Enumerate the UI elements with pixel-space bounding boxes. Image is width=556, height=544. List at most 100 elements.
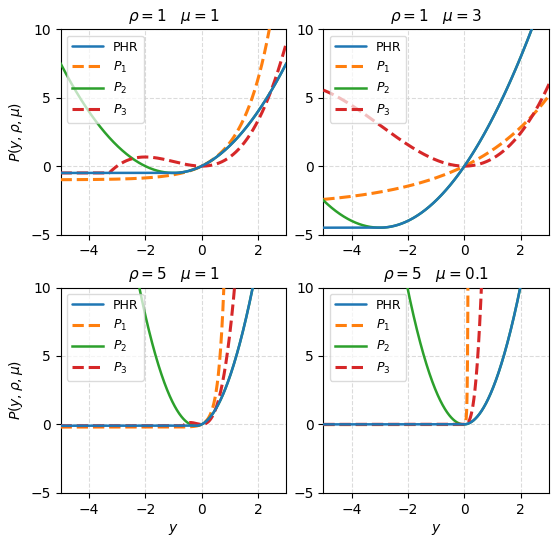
Line: $P_2$: $P_2$: [309, 0, 549, 228]
$P_2$: [515, 292, 522, 299]
$P_3$: [43, 170, 50, 176]
$P_1$: [135, 424, 142, 430]
$P_1$: [71, 176, 77, 183]
PHR: [398, 421, 405, 428]
PHR: [283, 72, 290, 79]
$P_1$: [515, 126, 522, 133]
PHR: [408, 421, 415, 428]
PHR: [85, 170, 91, 176]
PHR: [333, 421, 340, 428]
PHR: [283, 60, 290, 67]
PHR: [348, 421, 354, 428]
Line: $P_3$: $P_3$: [309, 0, 549, 424]
$P_1$: [85, 424, 91, 430]
Legend: PHR, $P_1$, $P_2$, $P_3$: PHR, $P_1$, $P_2$, $P_3$: [330, 294, 406, 381]
PHR: [146, 170, 152, 176]
$P_3$: [146, 154, 152, 160]
$P_3$: [278, 56, 285, 63]
$P_2$: [170, 170, 177, 176]
Line: $P_2$: $P_2$: [309, 0, 549, 424]
Line: PHR: PHR: [309, 0, 549, 228]
$P_1$: [348, 422, 354, 428]
$P_3$: [348, 421, 354, 428]
$P_1$: [398, 184, 405, 191]
$P_2$: [398, 220, 405, 227]
$P_2$: [135, 159, 142, 166]
Line: $P_1$: $P_1$: [309, 0, 549, 425]
PHR: [278, 69, 285, 76]
$P_3$: [71, 170, 77, 176]
$P_1$: [408, 422, 415, 428]
$P_2$: [146, 164, 152, 171]
PHR: [71, 170, 77, 176]
$P_2$: [135, 280, 142, 287]
PHR: [252, 269, 259, 276]
$P_2$: [376, 225, 383, 231]
PHR: [71, 423, 77, 429]
$P_3$: [398, 421, 405, 428]
PHR: [515, 293, 522, 299]
$P_2$: [333, 208, 340, 215]
$P_3$: [333, 93, 340, 100]
Title: $\rho = 1 \quad \mu = 1$: $\rho = 1 \quad \mu = 1$: [128, 7, 219, 26]
$P_3$: [515, 132, 522, 139]
$P_2$: [306, 182, 312, 188]
$P_1$: [541, 98, 548, 105]
$P_1$: [71, 424, 77, 430]
PHR: [135, 170, 142, 176]
$P_3$: [85, 423, 91, 429]
$P_2$: [283, 72, 290, 79]
Title: $\rho = 1 \quad \mu = 3$: $\rho = 1 \quad \mu = 3$: [390, 7, 482, 26]
Line: PHR: PHR: [47, 76, 286, 426]
Line: $P_2$: $P_2$: [47, 34, 286, 173]
Title: $\rho = 5 \quad \mu = 1$: $\rho = 5 \quad \mu = 1$: [128, 265, 219, 284]
$P_2$: [252, 112, 259, 118]
$P_2$: [43, 31, 50, 38]
$P_1$: [146, 424, 152, 430]
$P_3$: [146, 423, 152, 429]
Line: $P_1$: $P_1$: [47, 0, 286, 427]
PHR: [333, 225, 340, 231]
$P_2$: [348, 217, 354, 224]
$P_3$: [398, 137, 405, 144]
$P_2$: [398, 252, 405, 259]
$P_1$: [333, 422, 340, 428]
$P_3$: [306, 82, 312, 89]
PHR: [541, 143, 548, 149]
$P_1$: [398, 422, 405, 428]
$P_3$: [461, 163, 468, 169]
PHR: [348, 225, 354, 231]
PHR: [306, 225, 312, 231]
$P_1$: [306, 197, 312, 204]
$P_1$: [306, 422, 312, 428]
Y-axis label: $P(y, \rho, \mu)$: $P(y, \rho, \mu)$: [7, 360, 25, 420]
$P_2$: [283, 60, 290, 67]
Line: $P_3$: $P_3$: [309, 84, 549, 166]
$P_2$: [515, 59, 522, 65]
Line: $P_3$: $P_3$: [47, 0, 286, 426]
$P_3$: [85, 170, 91, 176]
PHR: [43, 423, 50, 429]
$P_2$: [146, 327, 152, 333]
$P_1$: [43, 176, 50, 183]
$P_3$: [408, 421, 415, 428]
Line: PHR: PHR: [309, 113, 549, 424]
$P_2$: [541, 142, 548, 149]
$P_1$: [333, 195, 340, 201]
$P_3$: [283, 40, 290, 46]
$P_3$: [541, 90, 548, 97]
$P_2$: [71, 84, 77, 91]
$P_2$: [193, 423, 200, 429]
$P_3$: [306, 421, 312, 428]
Legend: PHR, $P_1$, $P_2$, $P_3$: PHR, $P_1$, $P_2$, $P_3$: [67, 294, 143, 381]
Y-axis label: $P(y, \rho, \mu)$: $P(y, \rho, \mu)$: [7, 102, 25, 162]
$P_3$: [333, 421, 340, 428]
Line: $P_3$: $P_3$: [47, 43, 286, 173]
$P_2$: [85, 107, 91, 114]
$P_3$: [348, 102, 354, 108]
Line: $P_1$: $P_1$: [309, 96, 549, 201]
$P_2$: [546, 109, 553, 116]
$P_1$: [135, 175, 142, 182]
PHR: [252, 112, 259, 118]
$P_1$: [408, 182, 415, 188]
